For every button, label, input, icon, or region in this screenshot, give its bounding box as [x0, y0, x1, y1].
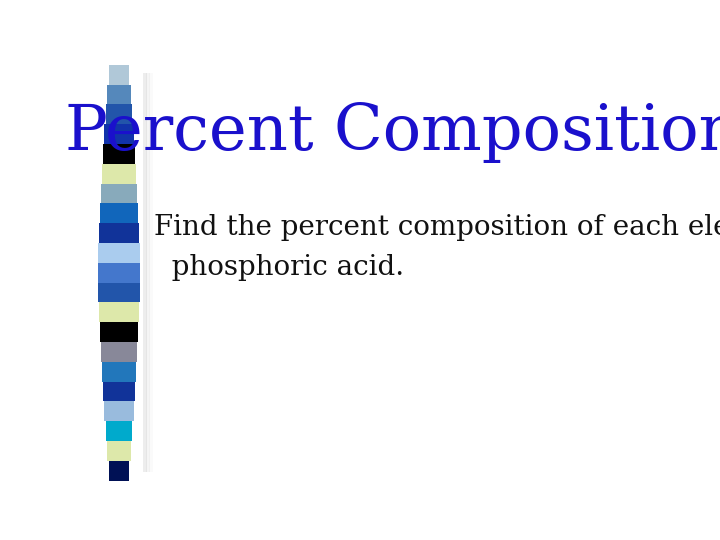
Bar	[102, 362, 136, 382]
Bar	[98, 263, 140, 282]
Bar	[106, 104, 132, 124]
Bar	[103, 382, 135, 401]
Bar	[99, 223, 139, 243]
Bar	[99, 322, 138, 342]
Bar	[99, 204, 138, 223]
Bar	[104, 124, 134, 144]
Bar	[106, 421, 132, 441]
Bar	[102, 164, 136, 184]
Bar	[98, 243, 140, 263]
Text: Find the percent composition of each element in: Find the percent composition of each ele…	[154, 214, 720, 241]
Bar	[107, 85, 131, 104]
Bar	[99, 302, 139, 322]
Bar	[101, 184, 138, 204]
Bar	[143, 73, 148, 472]
Text: Percent Composition: Percent Composition	[65, 102, 720, 163]
Text: phosphoric acid.: phosphoric acid.	[154, 254, 405, 281]
Bar	[107, 441, 131, 461]
Bar	[103, 144, 135, 164]
Bar	[98, 282, 140, 302]
Bar	[148, 73, 153, 472]
Bar	[109, 461, 130, 481]
Bar	[101, 342, 138, 362]
Bar	[104, 401, 134, 421]
Bar	[145, 73, 150, 472]
Bar	[109, 65, 130, 85]
